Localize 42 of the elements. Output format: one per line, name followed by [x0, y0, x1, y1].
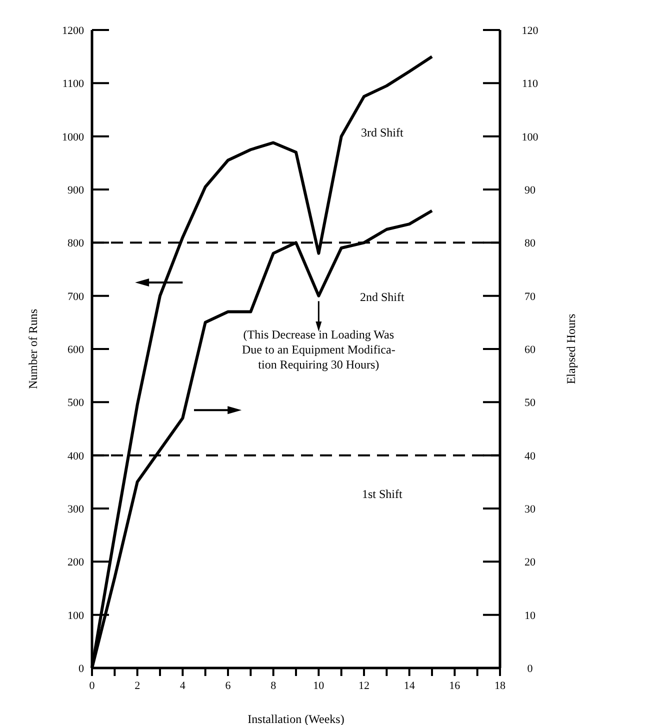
y2-tick-label: 110: [522, 78, 539, 90]
x-tick-label: 6: [225, 680, 232, 692]
y-tick-label: 100: [68, 610, 84, 622]
y2-tick-label: 60: [524, 344, 536, 356]
y2-tick-label: 30: [524, 504, 536, 516]
annotation: 1st Shift: [362, 486, 403, 501]
y2-tick-label: 70: [524, 290, 536, 303]
x-tick-label: 0: [89, 680, 96, 692]
y2-tick-label: 90: [524, 184, 536, 196]
y2-tick-label: 40: [524, 450, 536, 462]
y-tick-label: 700: [68, 290, 84, 303]
y2-tick-label: 80: [524, 238, 536, 250]
y-tick-label: 1200: [62, 25, 84, 37]
x-tick-label: 18: [494, 680, 506, 692]
x-tick-label: 4: [180, 680, 186, 692]
x-tick-label: 16: [449, 680, 461, 692]
y-tick-label: 800: [68, 238, 84, 250]
y2-axis-title: Elapsed Hours: [564, 314, 578, 384]
x-tick-label: 14: [404, 680, 416, 692]
x-tick-label: 12: [358, 680, 370, 692]
y-tick-label: 1100: [62, 78, 84, 90]
x-tick-label: 8: [270, 680, 277, 692]
y2-tick-label: 10: [524, 610, 536, 622]
y-tick-label: 200: [68, 556, 84, 569]
x-tick-label: 2: [134, 680, 140, 692]
y2-tick-label: 0: [527, 663, 534, 675]
y2-tick-label: 120: [522, 25, 539, 37]
y-tick-label: 900: [68, 184, 84, 196]
y2-tick-label: 100: [522, 131, 539, 144]
y-tick-label: 500: [68, 397, 84, 410]
y-axis-title: Number of Runs: [26, 308, 40, 389]
annotation: 2nd Shift: [360, 290, 405, 304]
annotation: 3rd Shift: [360, 125, 404, 140]
y-tick-label: 600: [68, 344, 84, 356]
annotation: (This Decrease in Loading Was Due to an Equipment Modifica- tion Requiring 30 Hours): [242, 327, 396, 372]
y-tick-label: 1000: [62, 131, 84, 144]
y2-tick-label: 50: [524, 397, 536, 410]
x-tick-label: 10: [313, 680, 325, 692]
y-tick-label: 400: [68, 450, 84, 462]
y2-tick-label: 20: [524, 556, 536, 569]
y-tick-label: 300: [68, 504, 84, 516]
y-tick-label: 0: [78, 663, 84, 675]
